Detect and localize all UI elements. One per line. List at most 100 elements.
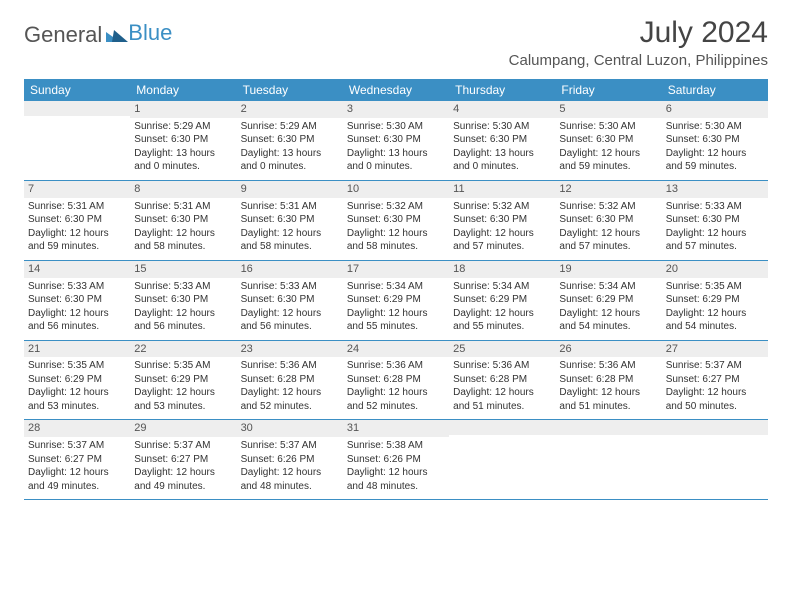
sunset-text: Sunset: 6:30 PM (241, 133, 339, 147)
day-cell (449, 420, 555, 499)
sunrise-text: Sunrise: 5:32 AM (453, 200, 551, 214)
daylight-text: Daylight: 12 hours and 57 minutes. (666, 227, 764, 254)
sunrise-text: Sunrise: 5:33 AM (134, 280, 232, 294)
day-cell: 15Sunrise: 5:33 AMSunset: 6:30 PMDayligh… (130, 261, 236, 340)
title-block: July 2024 Calumpang, Central Luzon, Phil… (509, 16, 768, 69)
daylight-text: Daylight: 12 hours and 54 minutes. (666, 307, 764, 334)
daylight-text: Daylight: 12 hours and 57 minutes. (453, 227, 551, 254)
day-cell: 24Sunrise: 5:36 AMSunset: 6:28 PMDayligh… (343, 341, 449, 420)
sunset-text: Sunset: 6:30 PM (134, 293, 232, 307)
sunset-text: Sunset: 6:26 PM (241, 453, 339, 467)
brand-mark-icon (106, 22, 128, 48)
sunrise-text: Sunrise: 5:32 AM (559, 200, 657, 214)
weekday-header: Friday (555, 79, 661, 101)
day-cell: 16Sunrise: 5:33 AMSunset: 6:30 PMDayligh… (237, 261, 343, 340)
sunrise-text: Sunrise: 5:36 AM (453, 359, 551, 373)
day-number: 17 (343, 261, 449, 278)
weekday-header: Sunday (24, 79, 130, 101)
day-cell: 29Sunrise: 5:37 AMSunset: 6:27 PMDayligh… (130, 420, 236, 499)
sunset-text: Sunset: 6:29 PM (347, 293, 445, 307)
sunset-text: Sunset: 6:29 PM (28, 373, 126, 387)
weekday-header-row: Sunday Monday Tuesday Wednesday Thursday… (24, 79, 768, 101)
sunset-text: Sunset: 6:30 PM (453, 133, 551, 147)
daylight-text: Daylight: 12 hours and 48 minutes. (241, 466, 339, 493)
day-cell: 25Sunrise: 5:36 AMSunset: 6:28 PMDayligh… (449, 341, 555, 420)
daylight-text: Daylight: 13 hours and 0 minutes. (347, 147, 445, 174)
day-number: 13 (662, 181, 768, 198)
day-cell: 2Sunrise: 5:29 AMSunset: 6:30 PMDaylight… (237, 101, 343, 180)
day-number: 26 (555, 341, 661, 358)
day-cell: 6Sunrise: 5:30 AMSunset: 6:30 PMDaylight… (662, 101, 768, 180)
sunset-text: Sunset: 6:30 PM (666, 213, 764, 227)
daylight-text: Daylight: 12 hours and 58 minutes. (134, 227, 232, 254)
week-row: 14Sunrise: 5:33 AMSunset: 6:30 PMDayligh… (24, 261, 768, 341)
sunrise-text: Sunrise: 5:31 AM (241, 200, 339, 214)
day-number: 16 (237, 261, 343, 278)
day-number: 14 (24, 261, 130, 278)
sunrise-text: Sunrise: 5:35 AM (666, 280, 764, 294)
day-number: 5 (555, 101, 661, 118)
weeks-container: 1Sunrise: 5:29 AMSunset: 6:30 PMDaylight… (24, 101, 768, 500)
location-subtitle: Calumpang, Central Luzon, Philippines (509, 52, 768, 69)
sunset-text: Sunset: 6:30 PM (559, 213, 657, 227)
day-number: 11 (449, 181, 555, 198)
sunrise-text: Sunrise: 5:29 AM (241, 120, 339, 134)
day-number: 18 (449, 261, 555, 278)
sunrise-text: Sunrise: 5:36 AM (559, 359, 657, 373)
day-number: 21 (24, 341, 130, 358)
daylight-text: Daylight: 12 hours and 52 minutes. (241, 386, 339, 413)
sunset-text: Sunset: 6:30 PM (453, 213, 551, 227)
day-number: 31 (343, 420, 449, 437)
day-cell: 13Sunrise: 5:33 AMSunset: 6:30 PMDayligh… (662, 181, 768, 260)
daylight-text: Daylight: 12 hours and 58 minutes. (241, 227, 339, 254)
sunset-text: Sunset: 6:29 PM (453, 293, 551, 307)
day-number (24, 101, 130, 116)
day-number: 2 (237, 101, 343, 118)
weekday-header: Saturday (662, 79, 768, 101)
day-cell: 9Sunrise: 5:31 AMSunset: 6:30 PMDaylight… (237, 181, 343, 260)
day-cell: 1Sunrise: 5:29 AMSunset: 6:30 PMDaylight… (130, 101, 236, 180)
sunrise-text: Sunrise: 5:37 AM (28, 439, 126, 453)
sunset-text: Sunset: 6:30 PM (28, 213, 126, 227)
day-cell: 20Sunrise: 5:35 AMSunset: 6:29 PMDayligh… (662, 261, 768, 340)
sunrise-text: Sunrise: 5:30 AM (666, 120, 764, 134)
sunrise-text: Sunrise: 5:34 AM (453, 280, 551, 294)
sunrise-text: Sunrise: 5:31 AM (134, 200, 232, 214)
daylight-text: Daylight: 12 hours and 55 minutes. (453, 307, 551, 334)
day-cell: 5Sunrise: 5:30 AMSunset: 6:30 PMDaylight… (555, 101, 661, 180)
daylight-text: Daylight: 12 hours and 57 minutes. (559, 227, 657, 254)
day-number: 27 (662, 341, 768, 358)
brand-part2: Blue (128, 20, 172, 46)
sunset-text: Sunset: 6:30 PM (347, 213, 445, 227)
sunset-text: Sunset: 6:28 PM (241, 373, 339, 387)
daylight-text: Daylight: 12 hours and 50 minutes. (666, 386, 764, 413)
day-number: 6 (662, 101, 768, 118)
daylight-text: Daylight: 12 hours and 51 minutes. (453, 386, 551, 413)
sunset-text: Sunset: 6:29 PM (666, 293, 764, 307)
day-number: 10 (343, 181, 449, 198)
weekday-header: Wednesday (343, 79, 449, 101)
weekday-header: Monday (130, 79, 236, 101)
daylight-text: Daylight: 12 hours and 55 minutes. (347, 307, 445, 334)
day-cell (24, 101, 130, 180)
week-row: 1Sunrise: 5:29 AMSunset: 6:30 PMDaylight… (24, 101, 768, 181)
sunset-text: Sunset: 6:30 PM (134, 213, 232, 227)
day-cell: 31Sunrise: 5:38 AMSunset: 6:26 PMDayligh… (343, 420, 449, 499)
day-cell: 27Sunrise: 5:37 AMSunset: 6:27 PMDayligh… (662, 341, 768, 420)
sunrise-text: Sunrise: 5:33 AM (28, 280, 126, 294)
sunset-text: Sunset: 6:30 PM (666, 133, 764, 147)
daylight-text: Daylight: 12 hours and 54 minutes. (559, 307, 657, 334)
brand-part1: General (24, 22, 102, 48)
sunrise-text: Sunrise: 5:34 AM (347, 280, 445, 294)
sunset-text: Sunset: 6:30 PM (241, 213, 339, 227)
weekday-header: Tuesday (237, 79, 343, 101)
sunset-text: Sunset: 6:29 PM (559, 293, 657, 307)
day-number: 4 (449, 101, 555, 118)
sunrise-text: Sunrise: 5:37 AM (666, 359, 764, 373)
daylight-text: Daylight: 12 hours and 51 minutes. (559, 386, 657, 413)
daylight-text: Daylight: 12 hours and 52 minutes. (347, 386, 445, 413)
daylight-text: Daylight: 12 hours and 58 minutes. (347, 227, 445, 254)
sunset-text: Sunset: 6:30 PM (559, 133, 657, 147)
sunrise-text: Sunrise: 5:37 AM (134, 439, 232, 453)
sunrise-text: Sunrise: 5:29 AM (134, 120, 232, 134)
